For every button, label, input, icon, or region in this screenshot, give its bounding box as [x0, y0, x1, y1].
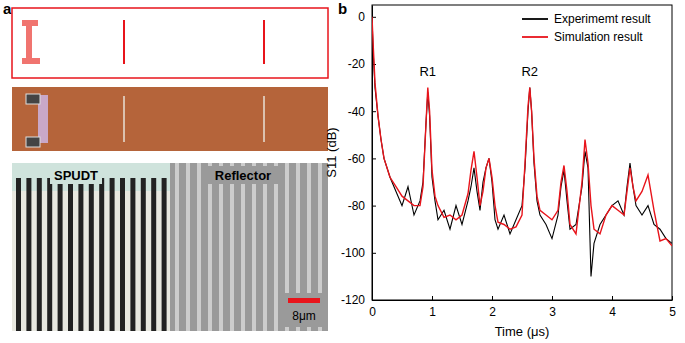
- strip: [230, 163, 234, 331]
- annotation: R2: [521, 64, 538, 79]
- strip: [208, 163, 212, 331]
- plot-area: [372, 17, 672, 277]
- y-tick: -80: [348, 199, 376, 213]
- x-tick-mark: [672, 296, 673, 300]
- reflector-photo: [123, 96, 125, 142]
- y-tick: -40: [348, 105, 376, 119]
- label-bg: [50, 166, 102, 184]
- bond-pad: [26, 137, 40, 147]
- finger: [89, 178, 94, 331]
- strip: [186, 163, 190, 331]
- y-tick: -120: [341, 293, 376, 307]
- y-tick: -100: [341, 246, 376, 260]
- finger: [58, 178, 63, 331]
- x-tick: 2: [489, 296, 496, 319]
- finger: [16, 178, 21, 331]
- strip: [263, 163, 267, 331]
- x-tick-label: 3: [549, 305, 556, 319]
- y-tick-mark: [372, 206, 376, 207]
- finger: [110, 178, 115, 331]
- strip: [219, 163, 223, 331]
- legend-label: Experimemt result: [554, 12, 651, 26]
- strip: [241, 163, 245, 331]
- y-tick: 0: [358, 10, 376, 24]
- strip: [274, 163, 278, 331]
- reflector-schematic: [263, 20, 265, 64]
- legend-label: Simulation result: [554, 30, 643, 44]
- y-tick-label: -20: [348, 57, 366, 71]
- x-axis-title: Time (μs): [495, 324, 550, 339]
- photo-label: SPUDT: [54, 168, 98, 183]
- y-tick-label: -40: [348, 105, 366, 119]
- y-tick: -20: [348, 57, 376, 71]
- x-tick-label: 0: [369, 305, 376, 319]
- finger: [120, 178, 125, 331]
- legend: Experimemt result Simulation result: [522, 12, 651, 44]
- y-tick: -60: [348, 152, 376, 166]
- x-tick-mark: [432, 296, 433, 300]
- finger: [68, 178, 73, 331]
- finger: [141, 178, 146, 331]
- x-tick-mark: [492, 296, 493, 300]
- legend-swatch: [522, 18, 548, 20]
- panel-label: b: [338, 0, 347, 17]
- x-tick-label: 2: [489, 305, 496, 319]
- x-tick: 1: [429, 296, 436, 319]
- y-tick-mark: [372, 253, 376, 254]
- scale-bar-label: 8μm: [292, 309, 316, 323]
- figure: aSPUDTReflector8μmb012345-120-100-80-60-…: [0, 0, 685, 343]
- legend-swatch: [522, 36, 548, 38]
- spudt-micrograph: [12, 163, 170, 331]
- x-tick-mark: [612, 296, 613, 300]
- schematic-frame: [12, 8, 328, 78]
- finger: [37, 178, 42, 331]
- y-tick-label: -100: [341, 246, 365, 260]
- x-axis: 0 1 2 3 4 5: [369, 296, 676, 319]
- x-tick-mark: [552, 296, 553, 300]
- y-tick-mark: [372, 300, 376, 301]
- y-axis-title: S11 (dB): [324, 127, 339, 177]
- panel-a: SPUDT Reflector 8μm: [12, 8, 328, 331]
- strip: [252, 163, 256, 331]
- y-tick-mark: [372, 158, 376, 159]
- label-bg: [208, 166, 278, 184]
- y-tick-label: -80: [348, 199, 366, 213]
- reflector-schematic: [123, 20, 125, 64]
- x-tick: 4: [609, 296, 616, 319]
- finger: [151, 178, 156, 331]
- finger: [47, 178, 52, 331]
- plot-frame: [372, 5, 672, 300]
- x-tick-label: 5: [669, 305, 676, 319]
- finger: [78, 178, 83, 331]
- device-photo: [12, 87, 328, 151]
- x-axis-line: [373, 300, 673, 301]
- y-axis: -120 -100 -80 -60 -40 -20 0: [341, 6, 376, 308]
- x-tick: 5: [669, 296, 676, 319]
- photo-label: Reflector: [215, 168, 271, 183]
- finger: [162, 178, 167, 331]
- finger: [26, 178, 31, 331]
- strip: [175, 163, 179, 331]
- reflector-micrograph: [170, 163, 328, 331]
- reflector-photo: [263, 96, 265, 142]
- y-tick-mark: [372, 111, 376, 112]
- x-tick-label: 4: [609, 305, 616, 319]
- bond-pad: [26, 94, 40, 104]
- strip: [197, 163, 201, 331]
- finger: [130, 178, 135, 331]
- y-tick-label: 0: [358, 10, 365, 24]
- series-line: [372, 17, 672, 277]
- x-tick-label: 1: [429, 305, 436, 319]
- annotation: R1: [419, 64, 436, 79]
- panel-label: a: [3, 0, 12, 17]
- y-tick-label: -60: [348, 152, 366, 166]
- scale-bar-bg: [282, 293, 326, 327]
- finger: [99, 178, 104, 331]
- x-tick: 3: [549, 296, 556, 319]
- idt-schematic: [22, 20, 40, 64]
- scale-bar: [288, 298, 320, 303]
- series-line: [372, 17, 672, 246]
- y-tick-label: -120: [341, 293, 365, 307]
